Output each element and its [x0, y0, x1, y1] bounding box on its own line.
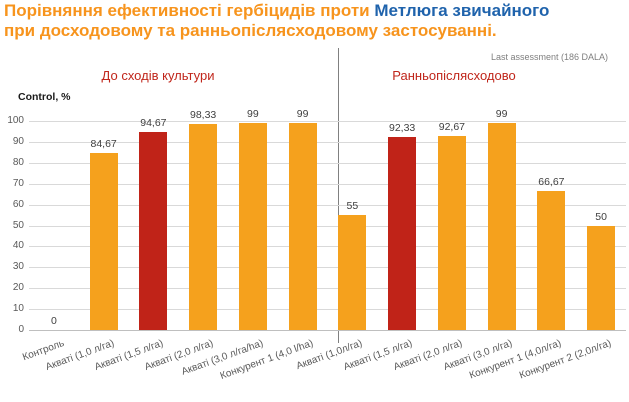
y-tick-label-0: 0	[18, 324, 24, 335]
chart-title-line2: при досходовому та ранньопіслясходовому …	[4, 20, 497, 40]
bar-6	[288, 123, 317, 330]
bar-value-label-8: 92,33	[388, 122, 416, 135]
gridline-90	[29, 141, 626, 143]
y-tick-label-20: 20	[12, 282, 24, 294]
chart-title-line1: Порівняння ефективності гербіцидів проти…	[4, 1, 549, 21]
group-header-early-post-emergence: Ранньопіслясходово	[392, 68, 516, 83]
gridline-50	[29, 225, 626, 227]
y-tick-label-40: 40	[12, 240, 24, 252]
y-tick-label-50: 50	[12, 219, 24, 231]
y-tick-label-30: 30	[12, 261, 24, 273]
bar-3	[139, 132, 168, 330]
bar-value-label-4: 98,33	[189, 109, 217, 122]
y-tick-label-10: 10	[12, 303, 24, 315]
chart-title: Порівняння ефективності гербіцидів проти…	[4, 1, 549, 40]
group-header-pre-emergence: До сходів культури	[101, 68, 215, 83]
bar-8	[388, 137, 417, 330]
y-tick-label-60: 60	[12, 198, 24, 210]
gridline-80	[29, 162, 626, 164]
y-tick-label-90: 90	[12, 135, 24, 147]
bar-2	[89, 153, 118, 330]
bar-7	[338, 215, 367, 330]
gridline-20	[29, 288, 626, 290]
bar-12	[587, 225, 616, 330]
last-assessment-note: Last assessment (186 DALA)	[490, 52, 608, 62]
bar-11	[537, 190, 566, 330]
bar-value-label-3: 94,67	[140, 117, 167, 130]
bar-value-label-5: 99	[247, 108, 259, 121]
chart-title-line1-orange: Порівняння ефективності гербіцидів проти	[4, 1, 375, 20]
gridline-100	[29, 121, 626, 122]
bar-value-label-6: 99	[296, 108, 309, 121]
bar-value-label-12: 50	[595, 210, 607, 223]
bar-value-label-1: 0	[50, 315, 57, 327]
bar-value-label-11: 66,67	[538, 175, 565, 188]
gridline-10	[29, 309, 626, 311]
y-tick-label-80: 80	[12, 156, 24, 168]
gridline-60	[29, 204, 626, 206]
y-axis-title: Control, %	[18, 91, 71, 103]
bar-value-label-2: 84,67	[90, 138, 117, 151]
bar-9	[437, 136, 466, 330]
bar-5	[238, 123, 267, 330]
gridline-40	[29, 246, 626, 248]
y-tick-label-70: 70	[12, 177, 24, 189]
y-tick-label-100: 100	[7, 115, 24, 126]
bar-4	[189, 124, 218, 330]
bar-value-label-9: 92,67	[438, 121, 466, 134]
bar-value-label-7: 55	[346, 200, 359, 213]
bar-value-label-10: 99	[495, 108, 508, 121]
gridline-30	[29, 267, 626, 269]
bar-10	[487, 123, 516, 330]
group-divider-line	[338, 48, 339, 343]
chart-title-line1-blue: Метлюга звичайного	[374, 1, 550, 20]
gridline-70	[29, 183, 626, 185]
gridline-0	[29, 330, 626, 331]
